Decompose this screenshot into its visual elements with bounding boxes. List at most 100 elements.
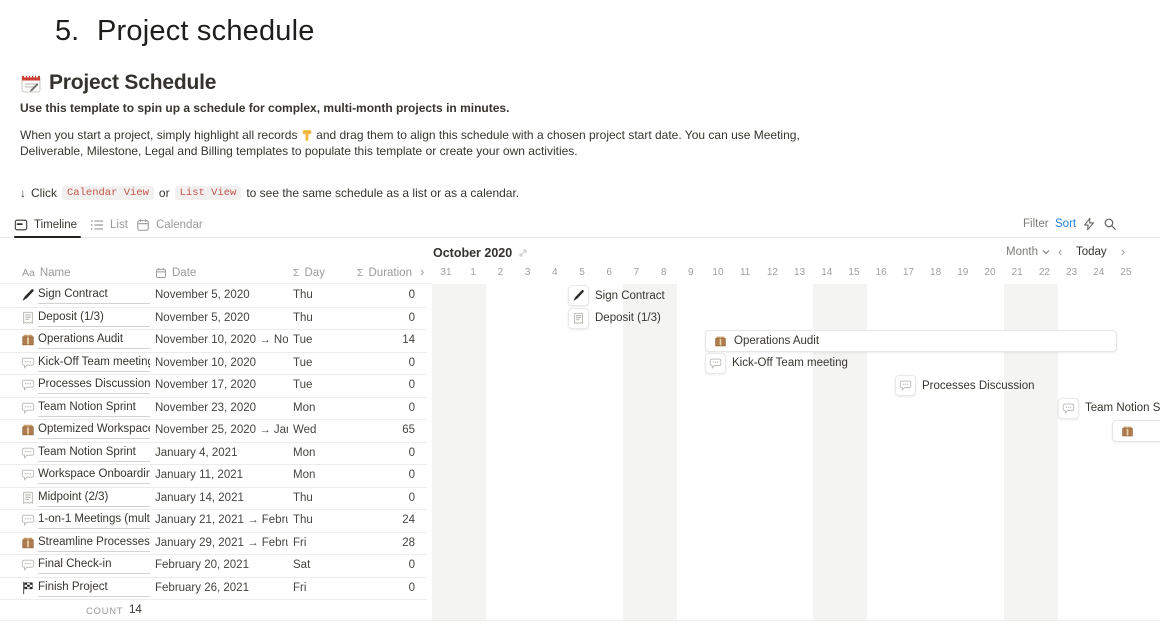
search-icon[interactable] [1103,217,1117,231]
row-duration-cell[interactable]: 0 [408,356,415,369]
table-row[interactable]: Processes Discussion November 17, 2020 Tue… [0,374,426,398]
row-date-cell[interactable]: January 14, 2021 [155,491,244,504]
table-row[interactable]: Team Notion Sprint November 23, 2020 Mon 0 [0,397,426,421]
filter-button[interactable]: Filter [1023,218,1049,230]
row-duration-cell[interactable]: 0 [408,581,415,594]
bolt-icon[interactable] [1082,217,1096,231]
row-name[interactable]: Finish Project [38,581,150,597]
prev-button[interactable]: ‹ [1058,244,1063,259]
row-date-cell[interactable]: November 17, 2020 [155,379,257,392]
next-button[interactable]: › [1121,244,1126,259]
row-duration-cell[interactable]: 24 [402,514,415,527]
table-row[interactable]: Team Notion Sprint January 4, 2021 Mon 0 [0,442,426,466]
table-row[interactable]: Streamline Processes January 29, 2021 → F… [0,532,426,556]
row-name[interactable]: Streamline Processes [38,536,150,552]
row-name[interactable]: Processes Discussion [38,378,150,395]
table-row[interactable]: Operations Audit November 10, 2020 → Nove… [0,329,426,353]
tab-list[interactable]: List [90,214,128,236]
row-name[interactable]: Workspace Onboarding [38,468,150,485]
row-date-cell[interactable]: November 5, 2020 [155,311,250,324]
row-date-cell[interactable]: January 11, 2021 [155,469,244,482]
row-date-cell[interactable]: November 23, 2020 [155,401,257,414]
row-date-cell[interactable]: January 4, 2021 [155,446,238,459]
row-name[interactable]: Kick-Off Team meeting [38,356,150,372]
row-day-cell[interactable]: Sat [293,559,311,572]
row-duration-cell[interactable]: 0 [408,469,415,482]
tab-timeline[interactable]: Timeline [14,214,77,236]
row-duration-cell[interactable]: 0 [408,559,415,572]
row-name[interactable]: Team Notion Sprint [38,401,150,417]
today-button[interactable]: Today [1076,246,1107,258]
row-date-cell[interactable]: February 20, 2021 [155,559,249,572]
row-duration-cell[interactable]: 0 [408,379,415,392]
row-name[interactable]: Deposit (1/3) [38,311,150,327]
row-date-cell[interactable]: November 25, 2020 → Janua [155,424,288,437]
row-day-cell[interactable]: Mon [293,469,316,482]
row-day-cell[interactable]: Thu [293,514,313,527]
timeline-card[interactable]: Processes Discussion [895,375,1034,396]
row-name[interactable]: Operations Audit [38,333,150,350]
row-duration-cell[interactable]: 14 [402,334,415,347]
table-row[interactable]: Finish Project February 26, 2021 Fri 0 [0,577,426,601]
row-day-cell[interactable]: Tue [293,379,313,392]
table-row[interactable]: Final Check-in February 20, 2021 Sat 0 [0,554,426,578]
calendar-view-link[interactable]: Calendar View [62,186,154,200]
row-day-cell[interactable]: Tue [293,356,313,369]
sort-button[interactable]: Sort [1055,218,1077,230]
row-name[interactable]: Sign Contract [38,288,150,305]
list-view-link[interactable]: List View [174,186,242,200]
speech-icon [21,513,35,527]
row-duration-cell[interactable]: 0 [408,401,415,414]
row-date-cell[interactable]: January 29, 2021 → February [155,536,288,549]
row-day-cell[interactable]: Fri [293,581,307,594]
table-row[interactable]: Deposit (1/3) November 5, 2020 Thu 0 [0,307,426,331]
row-duration-cell[interactable]: 0 [408,311,415,324]
row-day-cell[interactable]: Thu [293,289,313,302]
column-header-date[interactable]: Date [155,263,196,283]
expand-columns-chevron-icon[interactable]: › [420,264,425,279]
row-duration-cell[interactable]: 0 [408,289,415,302]
row-name[interactable]: 1-on-1 Meetings (multiple [38,513,150,530]
row-day-cell[interactable]: Mon [293,401,316,414]
table-row[interactable]: Optemized Workspace November 25, 2020 → J… [0,419,426,443]
column-header-day[interactable]: Σ Day [293,267,325,279]
table-row[interactable]: Workspace Onboarding January 11, 2021 Mon 0 [0,464,426,488]
row-day-cell[interactable]: Wed [293,424,317,437]
timeline-card[interactable]: Deposit (1/3) [568,307,661,329]
column-header-duration[interactable]: Σ Duration [357,267,412,279]
table-row[interactable]: Sign Contract November 5, 2020 Thu 0 [0,284,426,308]
row-day-cell[interactable]: Tue [293,334,313,347]
row-duration-cell[interactable]: 0 [408,446,415,459]
timeline-date-label: 1 [470,267,476,278]
row-duration-cell[interactable]: 65 [402,424,415,437]
row-name[interactable]: Final Check-in [38,558,150,575]
row-day-cell[interactable]: Thu [293,311,313,324]
row-name[interactable]: Midpoint (2/3) [38,491,150,507]
row-name[interactable]: Optemized Workspace [38,423,150,440]
row-day-cell[interactable]: Mon [293,446,316,459]
table-row[interactable]: 1-on-1 Meetings (multiple January 21, 202… [0,509,426,533]
zoom-select[interactable]: Month [1006,246,1050,258]
timeline-card[interactable] [1112,420,1160,442]
formula-icon: Σ [357,267,364,279]
row-date-cell[interactable]: November 10, 2020 → Novem [155,334,288,347]
row-duration-cell[interactable]: 0 [408,491,415,504]
row-date-cell[interactable]: February 26, 2021 [155,581,249,594]
timeline-card[interactable]: Team Notion Sprint [1058,397,1160,419]
row-date-cell[interactable]: November 5, 2020 [155,289,250,302]
timeline-card[interactable]: Sign Contract [568,285,665,306]
timeline-card[interactable]: Kick-Off Team meeting [705,352,848,374]
row-name[interactable]: Team Notion Sprint [38,446,150,462]
count-label[interactable]: COUNT [86,606,124,617]
row-day-cell[interactable]: Thu [293,491,313,504]
table-row[interactable]: Midpoint (2/3) January 14, 2021 Thu 0 [0,487,426,511]
tab-calendar[interactable]: Calendar [136,214,203,236]
row-date-cell[interactable]: January 21, 2021 → February [155,514,288,527]
row-date-cell[interactable]: November 10, 2020 [155,356,257,369]
row-day-cell[interactable]: Fri [293,536,307,549]
timeline-date-label: 4 [552,267,558,278]
column-header-name[interactable]: Aa Name [22,267,71,279]
timeline-card[interactable]: Operations Audit [705,330,1117,352]
row-duration-cell[interactable]: 28 [402,536,415,549]
table-row[interactable]: Kick-Off Team meeting November 10, 2020 Tu… [0,352,426,376]
